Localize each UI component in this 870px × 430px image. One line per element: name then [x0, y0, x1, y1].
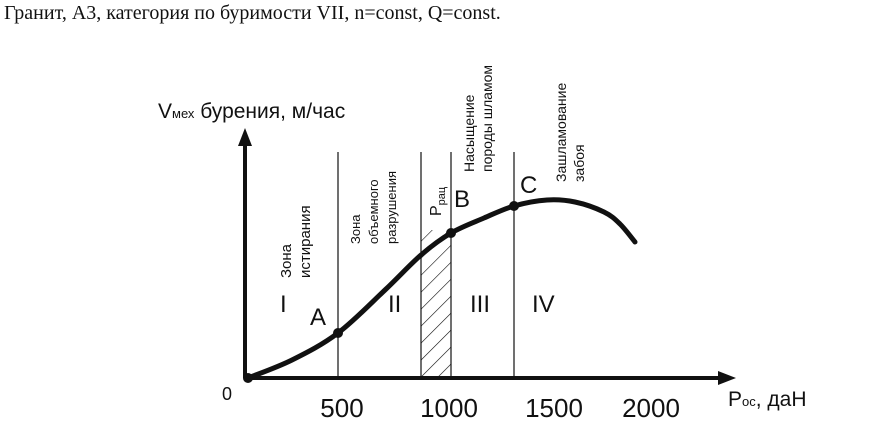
zone-desc-I-line2: истирания: [297, 205, 314, 278]
x-axis-label-sub: ос: [742, 394, 756, 409]
chart-title: Гранит, А3, категория по буримости VII, …: [4, 2, 501, 24]
zone-desc-IV-line2: забоя: [571, 144, 587, 182]
zone-label-I: I: [280, 291, 287, 318]
x-axis-arrow: [718, 371, 736, 385]
zone-label-III: III: [470, 291, 490, 318]
optimal-zone-hatch: [421, 230, 451, 378]
zone-desc-I-line1: Зона: [278, 243, 295, 278]
y-axis-label-main: V: [158, 100, 172, 123]
x-tick-500: 500: [320, 393, 363, 423]
point-A: [333, 328, 343, 338]
p-rac-label: Pрац: [428, 186, 448, 216]
zone-desc-III-line2: породы шламом: [479, 65, 495, 172]
zone-label-IV: IV: [532, 291, 555, 318]
point-C: [509, 201, 519, 211]
origin-point: [243, 373, 253, 383]
x-tick-2000: 2000: [622, 393, 680, 423]
origin-label: 0: [222, 384, 232, 404]
point-label-C: C: [520, 172, 537, 199]
zone-desc-II-line2: объемного: [366, 179, 381, 244]
zone-desc-II-line3: разрушения: [384, 171, 399, 244]
point-label-A: A: [310, 304, 326, 331]
zone-label-II: II: [388, 291, 401, 318]
zone-desc-II-line1: Зона: [348, 214, 363, 244]
point-B: [446, 228, 456, 238]
x-tick-1500: 1500: [525, 393, 583, 423]
y-axis-label: Vмех бурения, м/час: [158, 100, 345, 123]
y-axis-label-sub: мех: [172, 106, 195, 121]
x-axis-label-main: P: [728, 388, 742, 411]
point-label-B: B: [454, 186, 470, 213]
zone-desc-III-line1: Насыщение: [461, 94, 477, 172]
p-rac-sub: рац: [436, 186, 448, 205]
y-axis-label-rest: бурения, м/час: [194, 100, 345, 123]
p-rac-main: P: [428, 205, 445, 216]
zone-desc-IV-line1: Зашламование: [553, 83, 569, 182]
x-axis-label-rest: , даН: [756, 388, 807, 411]
x-axis-label: Pос, даН: [728, 388, 807, 411]
x-tick-1000: 1000: [420, 393, 478, 423]
y-axis-arrow: [238, 128, 252, 146]
